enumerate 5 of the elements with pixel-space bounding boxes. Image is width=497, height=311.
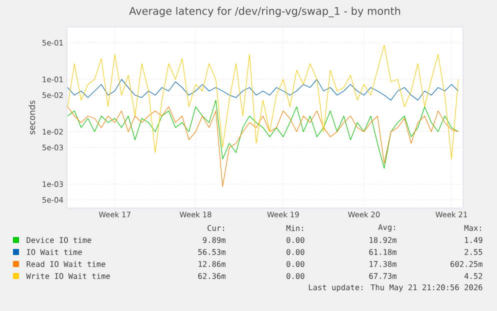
line-series	[67, 100, 459, 169]
line-series	[67, 106, 459, 187]
chart-title: Average latency for /dev/ring-vg/swap_1 - by month	[129, 6, 400, 18]
y-axis-title: seconds	[28, 100, 36, 134]
line-series	[67, 44, 459, 160]
